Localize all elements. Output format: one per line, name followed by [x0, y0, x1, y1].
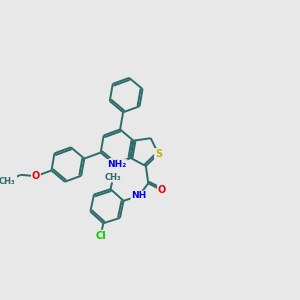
- Text: NH: NH: [131, 191, 146, 200]
- Text: Cl: Cl: [95, 231, 106, 241]
- Text: CH₃: CH₃: [0, 177, 16, 186]
- Text: S: S: [155, 149, 162, 159]
- Text: O: O: [158, 185, 166, 195]
- Text: O: O: [32, 171, 40, 181]
- Text: N: N: [110, 159, 118, 169]
- Text: NH₂: NH₂: [107, 160, 127, 169]
- Text: CH₃: CH₃: [105, 173, 122, 182]
